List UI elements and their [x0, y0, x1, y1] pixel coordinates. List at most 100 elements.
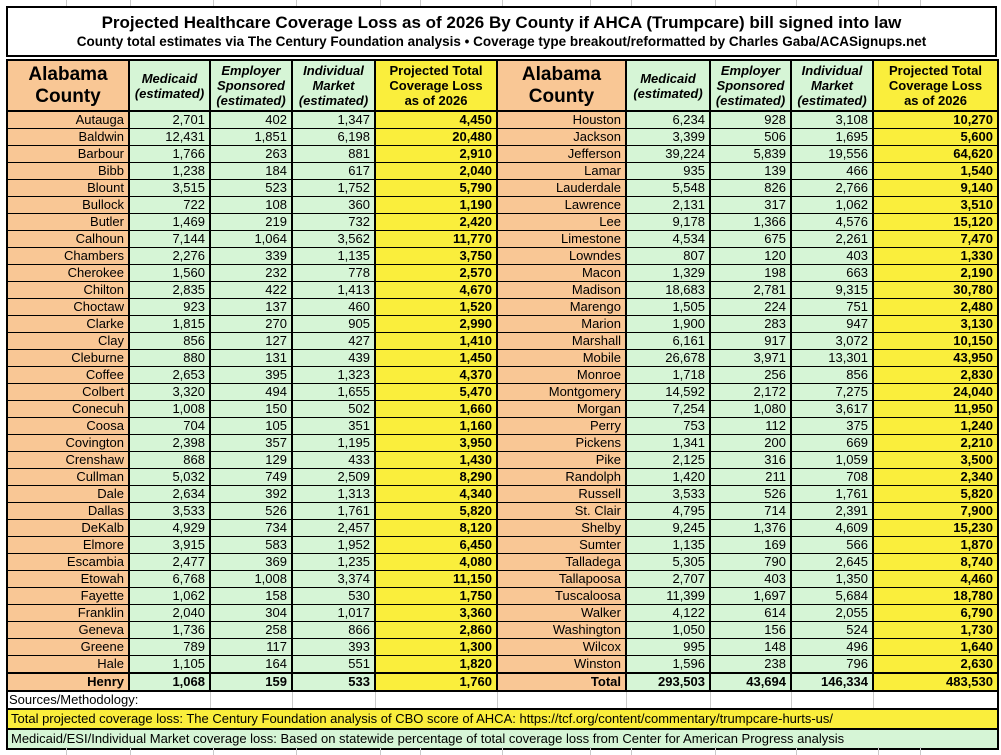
table-row: Conecuh 1,008 150 502 1,660 Morgan 7,254 1,080 3…	[6, 400, 999, 418]
county-cell: Hale	[6, 655, 130, 674]
medicaid-cell: 3,915	[128, 536, 211, 554]
employer-cell: 1,366	[709, 213, 792, 231]
county-cell: Russell	[496, 485, 627, 503]
individual-cell: 439	[291, 349, 376, 367]
grand-county-cell: Total	[496, 672, 627, 692]
individual-cell: 905	[291, 315, 376, 333]
individual-cell: 466	[790, 162, 874, 180]
medicaid-cell: 704	[128, 417, 211, 435]
county-cell: Elmore	[6, 536, 130, 554]
individual-cell: 617	[291, 162, 376, 180]
table-row: Autauga 2,701 402 1,347 4,450 Houston 6,234 928…	[6, 110, 999, 129]
medicaid-cell: 2,398	[128, 434, 211, 452]
medicaid-cell: 807	[625, 247, 711, 265]
employer-cell: 148	[709, 638, 792, 656]
total-cell: 15,120	[872, 213, 999, 231]
individual-cell: 1,135	[291, 247, 376, 265]
medicaid-cell: 1,815	[128, 315, 211, 333]
total-cell: 1,410	[374, 332, 498, 350]
medicaid-cell: 5,032	[128, 468, 211, 486]
individual-cell: 663	[790, 264, 874, 282]
individual-cell: 351	[291, 417, 376, 435]
employer-cell: 734	[209, 519, 293, 537]
individual-cell: 3,617	[790, 400, 874, 418]
total-cell: 3,500	[872, 451, 999, 469]
individual-cell: 566	[790, 536, 874, 554]
individual-cell: 1,347	[291, 110, 376, 129]
employer-cell: 150	[209, 400, 293, 418]
total-cell: 1,240	[872, 417, 999, 435]
gridline-tick	[715, 0, 716, 6]
employer-cell: 5,839	[709, 145, 792, 163]
county-cell: Montgomery	[496, 383, 627, 401]
individual-cell: 778	[291, 264, 376, 282]
county-cell: Fayette	[6, 587, 130, 605]
individual-cell: 1,313	[291, 485, 376, 503]
county-cell: Bibb	[6, 162, 130, 180]
total-cell: 8,740	[872, 553, 999, 571]
medicaid-cell: 1,050	[625, 621, 711, 639]
employer-cell: 238	[709, 655, 792, 674]
individual-cell: 19,556	[790, 145, 874, 163]
medicaid-cell: 2,835	[128, 281, 211, 299]
total-cell: 1,730	[872, 621, 999, 639]
employer-cell: 158	[209, 587, 293, 605]
individual-cell: 4,576	[790, 213, 874, 231]
individual-cell: 856	[790, 366, 874, 384]
individual-cell: 2,261	[790, 230, 874, 248]
table-row: Chilton 2,835 422 1,413 4,670 Madison 18,683 2,…	[6, 281, 999, 299]
employer-cell: 422	[209, 281, 293, 299]
individual-cell: 3,374	[291, 570, 376, 588]
individual-cell: 2,645	[790, 553, 874, 571]
total-cell: 2,340	[872, 468, 999, 486]
empty-cell	[496, 690, 627, 710]
individual-cell: 947	[790, 315, 874, 333]
total-cell: 8,120	[374, 519, 498, 537]
gridline-tick	[590, 0, 591, 6]
individual-cell: 1,195	[291, 434, 376, 452]
empty-cell	[625, 690, 711, 710]
total-cell: 8,290	[374, 468, 498, 486]
employer-cell: 112	[709, 417, 792, 435]
county-cell: Autauga	[6, 110, 130, 129]
medicaid-cell: 14,592	[625, 383, 711, 401]
county-cell: Lee	[496, 213, 627, 231]
employer-cell: 614	[709, 604, 792, 622]
employer-cell: 583	[209, 536, 293, 554]
header-county-right: Alabama County	[496, 59, 627, 112]
header-medicaid-right: Medicaid (estimated)	[625, 59, 711, 112]
employer-cell: 120	[709, 247, 792, 265]
total-cell: 5,820	[374, 502, 498, 520]
county-cell: Greene	[6, 638, 130, 656]
title-box: Projected Healthcare Coverage Loss as of…	[6, 6, 997, 57]
employer-cell: 339	[209, 247, 293, 265]
individual-cell: 6,198	[291, 128, 376, 146]
county-cell: Crenshaw	[6, 451, 130, 469]
employer-cell: 108	[209, 196, 293, 214]
individual-cell: 866	[291, 621, 376, 639]
medicaid-cell: 1,766	[128, 145, 211, 163]
employer-cell: 139	[709, 162, 792, 180]
table-row: Escambia 2,477 369 1,235 4,080 Talladega 5,305…	[6, 553, 999, 571]
header-total-left: Projected Total Coverage Loss as of 2026	[374, 59, 498, 112]
medicaid-cell: 753	[625, 417, 711, 435]
employer-cell: 304	[209, 604, 293, 622]
individual-cell: 2,509	[291, 468, 376, 486]
gridline-tick	[715, 747, 716, 755]
medicaid-cell: 1,420	[625, 468, 711, 486]
medicaid-cell: 2,131	[625, 196, 711, 214]
table-row: Baldwin 12,431 1,851 6,198 20,480 Jackson 3,39…	[6, 128, 999, 146]
total-cell: 4,340	[374, 485, 498, 503]
individual-cell: 2,766	[790, 179, 874, 197]
county-cell: Baldwin	[6, 128, 130, 146]
total-cell: 64,620	[872, 145, 999, 163]
individual-cell: 1,952	[291, 536, 376, 554]
table-row: Coosa 704 105 351 1,160 Perry 753 112 375 1,240	[6, 417, 999, 435]
county-cell: Shelby	[496, 519, 627, 537]
total-cell: 1,820	[374, 655, 498, 674]
sources-label: Sources/Methodology:	[6, 690, 211, 710]
total-cell: 2,830	[872, 366, 999, 384]
employer-cell: 1,697	[709, 587, 792, 605]
individual-cell: 732	[291, 213, 376, 231]
gridline-tick	[420, 747, 421, 755]
